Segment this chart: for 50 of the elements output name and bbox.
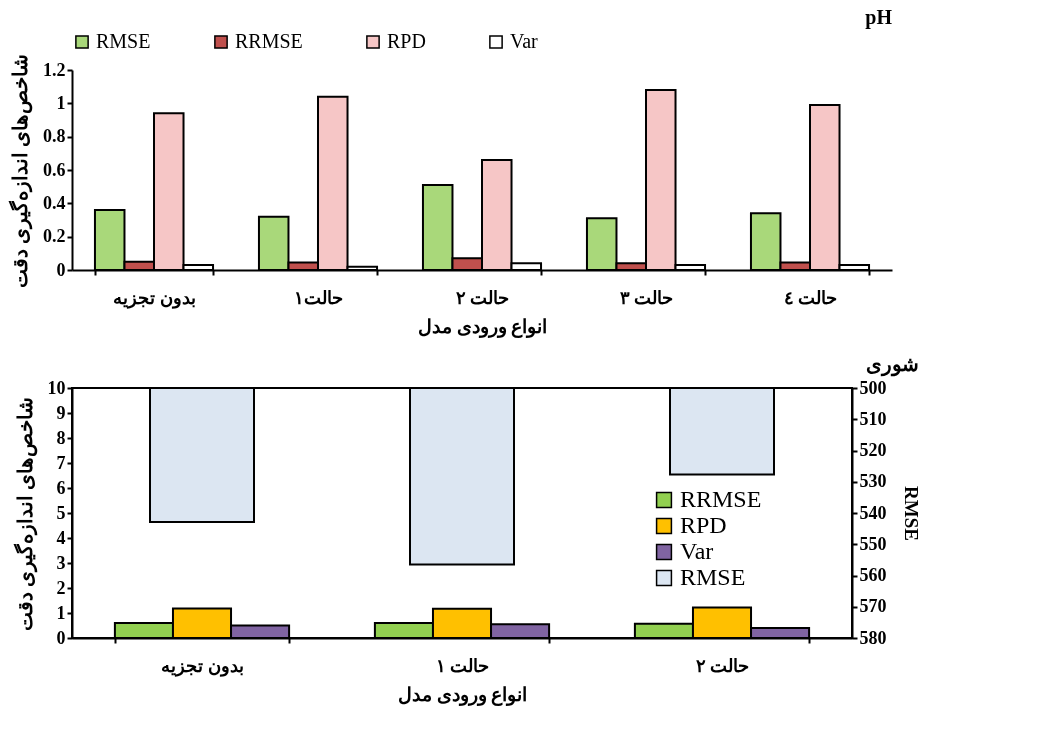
y-tick-label: 9 bbox=[56, 402, 66, 423]
y-tick-label: 0 bbox=[56, 259, 66, 280]
y-tick-label: 7 bbox=[56, 452, 66, 473]
y-tick-label: 6 bbox=[56, 477, 66, 498]
y-tick-label: 8 bbox=[56, 427, 66, 448]
x-axis-title: انواع ورودی مدل bbox=[397, 683, 528, 706]
legend-label: RRMSE bbox=[235, 30, 303, 52]
x-tick-label: حالت۱ bbox=[294, 287, 343, 308]
legend-label: RPD bbox=[680, 512, 727, 538]
y2-tick-label: 580 bbox=[859, 627, 887, 648]
y-axis-title: شاخص‌های اندازه‌گیری دقت bbox=[8, 53, 33, 288]
y-tick-label: 10 bbox=[47, 377, 66, 398]
y2-tick-label: 530 bbox=[859, 471, 887, 492]
y2-tick-label: 520 bbox=[859, 440, 887, 460]
y-tick-label: 3 bbox=[56, 552, 66, 573]
legend-label: Var bbox=[680, 538, 714, 564]
x-tick-label: بدون تجزیه bbox=[113, 287, 196, 309]
y-tick-label: 0.6 bbox=[43, 159, 66, 180]
y2-tick-label: 500 bbox=[859, 377, 887, 398]
y2-tick-label: 570 bbox=[859, 596, 887, 617]
y-tick-label: 1 bbox=[56, 92, 66, 113]
legend-label: RRMSE bbox=[680, 486, 762, 512]
y2-tick-label: 560 bbox=[859, 565, 887, 585]
legend-label: RPD bbox=[387, 30, 426, 52]
x-axis-title: انواع ورودی مدل bbox=[417, 315, 548, 338]
y-tick-label: 5 bbox=[56, 502, 66, 523]
x-tick-label: حالت ۱ bbox=[435, 655, 490, 676]
chart-title: pH bbox=[865, 6, 893, 29]
legend-label: RMSE bbox=[680, 564, 746, 590]
y-tick-label: 0.4 bbox=[43, 192, 66, 213]
y-tick-label: 0 bbox=[56, 627, 66, 648]
y-axis-title: شاخص‌های اندازه‌گیری دقت bbox=[12, 396, 38, 631]
y-tick-label: 0.2 bbox=[43, 226, 66, 247]
y-tick-label: 0.8 bbox=[43, 126, 66, 147]
y-tick-label: 1 bbox=[56, 602, 66, 623]
legend-label: Var bbox=[510, 30, 539, 52]
x-tick-label: حالت ۳ bbox=[619, 287, 674, 308]
text: شوری bbox=[866, 353, 919, 377]
x-tick-label: حالت ۲ bbox=[455, 287, 510, 308]
legend-label: RMSE bbox=[96, 30, 151, 52]
y2-tick-label: 510 bbox=[859, 408, 887, 429]
x-tick-label: حالت ۲ bbox=[695, 655, 750, 676]
x-tick-label: حالت ٤ bbox=[783, 287, 838, 308]
y2-axis-title: RMSE bbox=[900, 486, 922, 541]
y-tick-label: 1.2 bbox=[43, 59, 66, 80]
y-tick-label: 2 bbox=[56, 577, 66, 598]
x-tick-label: بدون تجزیه bbox=[161, 655, 244, 677]
y2-tick-label: 540 bbox=[859, 502, 887, 523]
y2-tick-label: 550 bbox=[859, 533, 887, 554]
y-tick-label: 4 bbox=[56, 527, 66, 548]
